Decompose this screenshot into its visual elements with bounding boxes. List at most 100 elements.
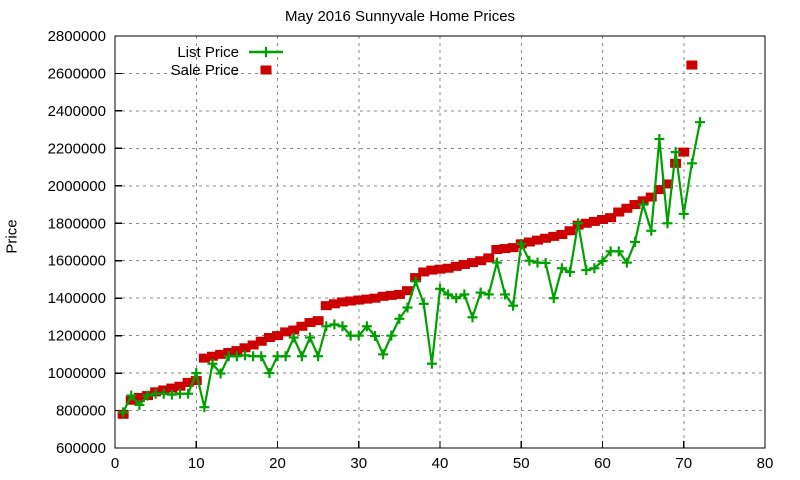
list-price-marker bbox=[256, 351, 267, 362]
sale-price-marker bbox=[458, 259, 470, 269]
legend-label-sale-price: Sale Price bbox=[171, 62, 239, 79]
sale-price-marker bbox=[653, 185, 665, 195]
x-axis-ticks: 0 10 20 30 40 50 60 70 80 bbox=[111, 441, 774, 472]
sale-price-marker bbox=[686, 60, 698, 70]
y-tick-label: 2000000 bbox=[48, 178, 106, 195]
y-tick-label: 600000 bbox=[56, 440, 106, 457]
list-price-marker bbox=[361, 321, 372, 332]
list-price-marker bbox=[215, 368, 226, 379]
list-price-marker bbox=[296, 351, 307, 362]
list-price-marker bbox=[516, 238, 527, 249]
sale-price-marker bbox=[402, 286, 413, 296]
list-price-marker bbox=[491, 257, 502, 268]
list-price-marker bbox=[386, 330, 397, 341]
list-price-marker bbox=[630, 237, 640, 247]
list-price-marker bbox=[191, 368, 202, 379]
sale-price-marker bbox=[353, 295, 365, 305]
list-price-marker bbox=[134, 399, 145, 410]
sale-price-marker bbox=[442, 263, 454, 273]
gridlines bbox=[115, 36, 765, 448]
list-price-marker bbox=[280, 351, 291, 362]
sale-price-marker bbox=[166, 383, 178, 393]
list-price-marker bbox=[638, 199, 649, 210]
list-price-marker bbox=[483, 289, 494, 300]
sale-price-marker bbox=[483, 253, 495, 263]
sale-price-marker bbox=[377, 291, 389, 301]
sale-price-marker bbox=[426, 265, 438, 275]
sale-price-marker bbox=[337, 297, 348, 307]
list-price-marker bbox=[313, 351, 324, 362]
list-price-marker bbox=[418, 298, 429, 309]
list-price-marker bbox=[443, 289, 454, 300]
sale-price-marker bbox=[597, 215, 608, 225]
sale-price-marker bbox=[434, 264, 446, 274]
list-price-marker bbox=[378, 349, 389, 360]
y-tick-label: 1200000 bbox=[48, 328, 106, 345]
x-tick-label: 20 bbox=[269, 455, 286, 472]
y-tick-label: 1800000 bbox=[48, 215, 106, 232]
sale-price-marker bbox=[467, 258, 478, 268]
y-tick-label: 2800000 bbox=[48, 28, 106, 45]
list-price-marker bbox=[524, 255, 535, 266]
sale-price-marker bbox=[556, 230, 568, 240]
sale-price-marker bbox=[255, 336, 267, 346]
sale-price-marker bbox=[450, 261, 462, 271]
x-tick-label: 0 bbox=[111, 455, 119, 472]
legend-key-sale-price-icon bbox=[260, 65, 272, 75]
sale-price-marker bbox=[239, 343, 251, 353]
sale-price-marker bbox=[548, 231, 560, 241]
sale-price-marker bbox=[629, 200, 641, 210]
list-price-marker bbox=[321, 321, 332, 332]
sale-price-marker bbox=[174, 381, 186, 391]
sale-price-marker bbox=[263, 333, 275, 343]
y-tick-label: 1400000 bbox=[48, 290, 106, 307]
y-tick-label: 2600000 bbox=[48, 65, 106, 82]
list-price-marker bbox=[508, 300, 519, 311]
sale-price-marker bbox=[320, 301, 332, 311]
list-price-marker bbox=[353, 330, 364, 341]
list-price-marker bbox=[410, 276, 421, 287]
y-tick-label: 1000000 bbox=[48, 365, 106, 382]
legend: List Price Sale Price bbox=[171, 44, 283, 79]
series-sale-price bbox=[117, 60, 698, 419]
sale-price-marker bbox=[588, 216, 600, 226]
list-price-marker bbox=[183, 388, 194, 399]
list-price-marker bbox=[142, 390, 153, 401]
sale-price-marker bbox=[670, 158, 682, 168]
sale-price-marker bbox=[328, 299, 340, 309]
x-tick-label: 80 bbox=[757, 455, 774, 472]
sale-price-marker bbox=[621, 203, 633, 213]
list-price-marker bbox=[662, 218, 673, 229]
list-price-marker bbox=[207, 358, 218, 369]
list-price-marker bbox=[695, 117, 705, 128]
list-price-marker bbox=[540, 257, 551, 268]
plot-border bbox=[114, 35, 766, 449]
x-tick-label: 50 bbox=[513, 455, 530, 472]
sale-price-marker bbox=[662, 179, 673, 189]
x-tick-label: 10 bbox=[188, 455, 205, 472]
list-price-marker bbox=[613, 246, 624, 257]
sale-price-marker bbox=[280, 327, 292, 337]
sale-price-marker bbox=[198, 353, 210, 363]
list-price-marker bbox=[548, 293, 559, 304]
sale-price-marker bbox=[580, 218, 592, 228]
sale-price-marker bbox=[605, 213, 617, 223]
list-price-marker bbox=[199, 402, 210, 413]
x-tick-label: 30 bbox=[350, 455, 367, 472]
list-price-marker bbox=[556, 263, 567, 274]
list-price-marker bbox=[426, 358, 437, 369]
sale-price-marker bbox=[361, 294, 373, 304]
sale-price-marker bbox=[345, 296, 357, 306]
sale-price-marker bbox=[645, 192, 657, 202]
list-price-marker bbox=[589, 263, 600, 274]
list-price-marker bbox=[459, 289, 470, 300]
sale-price-marker bbox=[182, 377, 194, 387]
sale-price-marker bbox=[247, 340, 259, 350]
list-price-marker bbox=[435, 283, 445, 294]
sale-price-marker bbox=[133, 392, 145, 402]
sale-price-marker bbox=[564, 226, 576, 236]
list-price-line bbox=[122, 121, 702, 413]
sale-price-marker bbox=[207, 351, 218, 361]
